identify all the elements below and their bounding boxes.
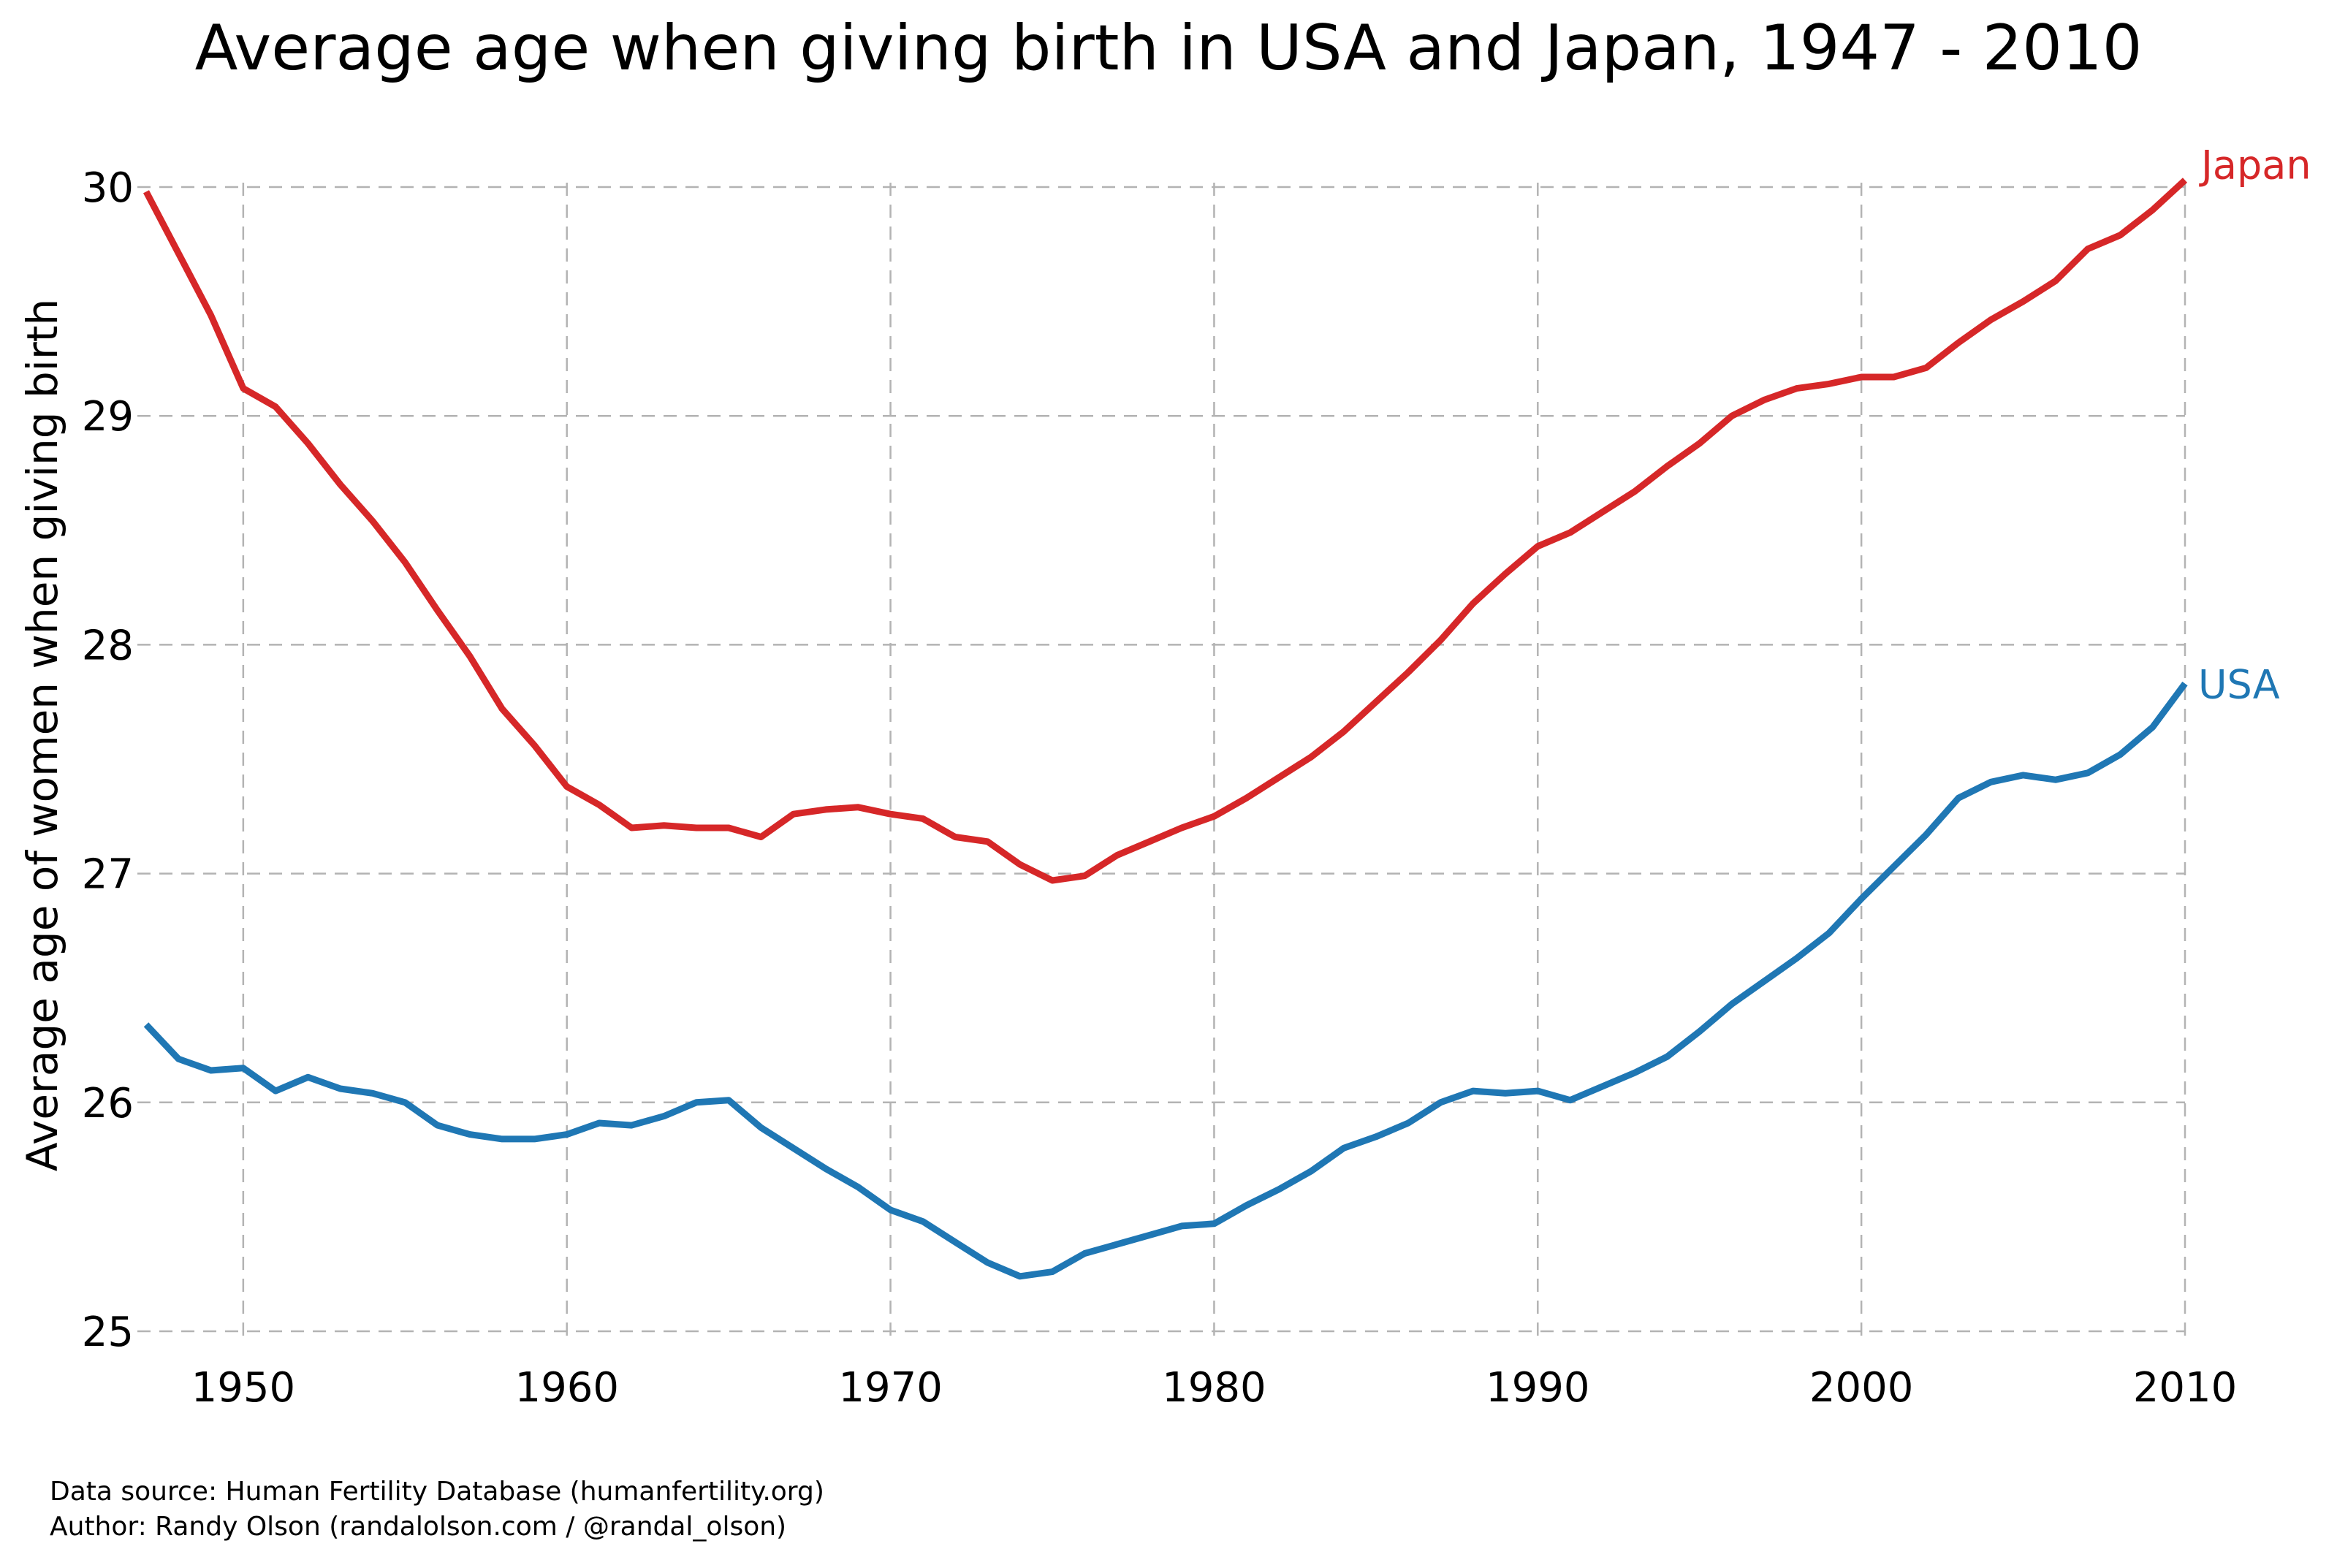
credits: Data source: Human Fertility Database (h… (50, 1474, 824, 1545)
y-tick-labels: 25 26 27 28 29 30 (82, 164, 134, 1356)
gridlines (137, 183, 2186, 1344)
chart-title: Average age when giving birth in USA and… (195, 12, 2143, 85)
series-line-usa (143, 681, 2188, 1280)
y-tick-label-27: 27 (82, 851, 134, 899)
x-tick-label-1980: 1980 (1162, 1364, 1266, 1412)
series-label-usa: USA (2198, 662, 2280, 708)
x-tick-label-1990: 1990 (1486, 1364, 1590, 1412)
x-tick-label-2010: 2010 (2133, 1364, 2238, 1412)
credit-author: Author: Randy Olson (randalolson.com / @… (50, 1512, 787, 1542)
credit-data-source: Data source: Human Fertility Database (h… (50, 1477, 824, 1507)
y-tick-label-30: 30 (82, 164, 134, 212)
y-axis-label: Average age of women when giving birth (18, 299, 67, 1171)
x-tick-label-2000: 2000 (1809, 1364, 1914, 1412)
series-lines (143, 178, 2188, 1280)
x-tick-label-1970: 1970 (838, 1364, 943, 1412)
x-tick-labels: 1950 1960 1970 1980 1990 2000 2010 (191, 1364, 2238, 1412)
y-tick-label-29: 29 (82, 393, 134, 441)
y-tick-label-28: 28 (82, 622, 134, 669)
y-tick-label-26: 26 (82, 1080, 134, 1127)
y-tick-label-25: 25 (82, 1309, 134, 1356)
series-end-labels: Japan USA (2198, 142, 2311, 708)
x-tick-label-1950: 1950 (191, 1364, 296, 1412)
series-line-japan (143, 178, 2188, 884)
series-label-japan: Japan (2199, 142, 2311, 189)
x-tick-label-1960: 1960 (514, 1364, 619, 1412)
